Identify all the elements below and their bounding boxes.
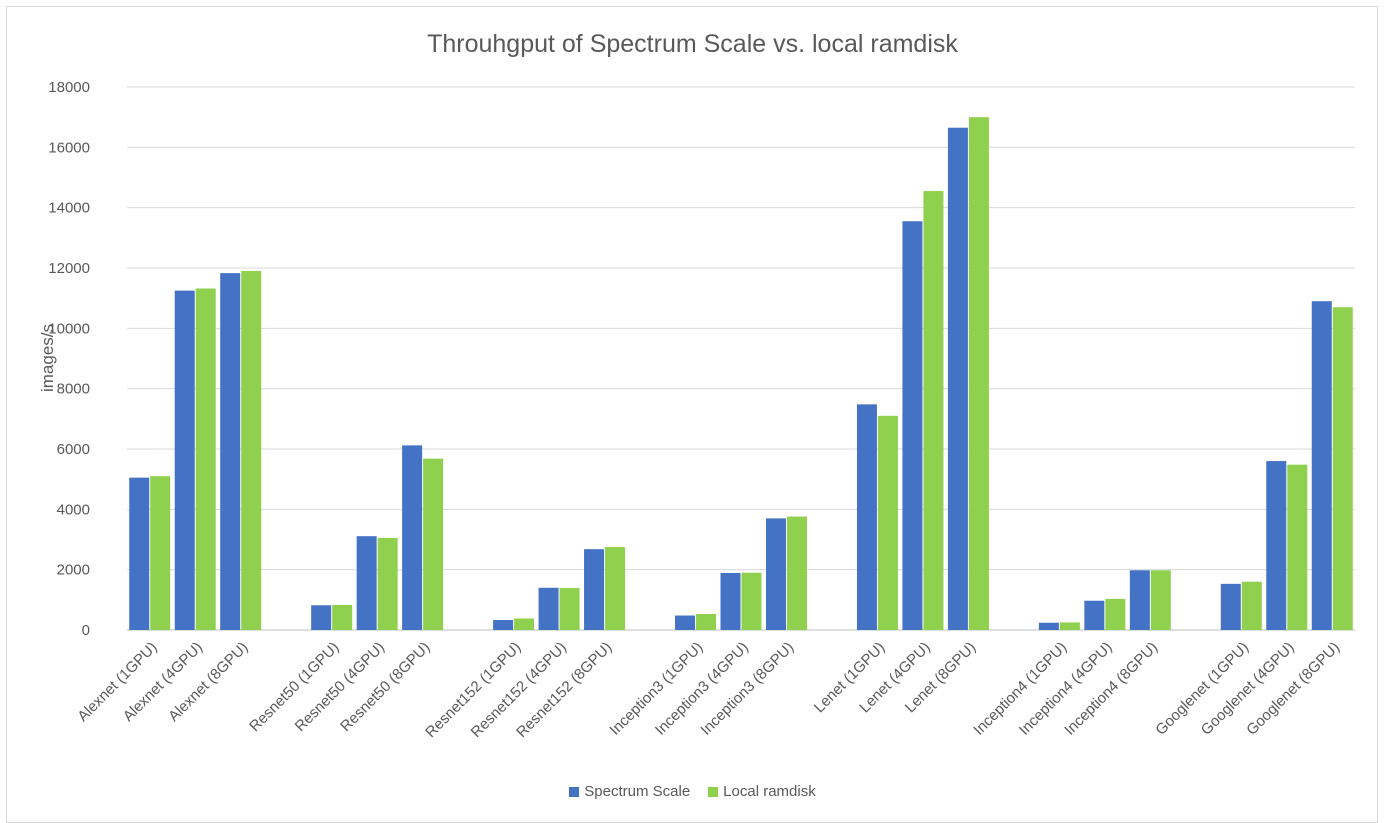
y-tick-label: 0 — [82, 622, 90, 639]
bar-spectrum-scale — [493, 620, 514, 630]
bar-spectrum-scale — [1084, 600, 1105, 630]
y-tick-label: 10000 — [48, 320, 90, 337]
bar-spectrum-scale — [220, 273, 241, 630]
bar-local-ramdisk — [877, 415, 898, 630]
y-tick-label: 6000 — [57, 441, 90, 458]
bar-local-ramdisk — [1059, 622, 1080, 630]
bar-spectrum-scale — [1311, 301, 1332, 630]
gridlines — [127, 86, 1355, 631]
bar-local-ramdisk — [559, 588, 580, 630]
legend-item-local-ramdisk: Local ramdisk — [708, 783, 816, 800]
x-tick-label: Alexnet (1GPU) — [74, 639, 160, 725]
y-tick-label: 2000 — [57, 562, 90, 579]
bar-local-ramdisk — [1150, 570, 1171, 630]
bar-spectrum-scale — [311, 605, 332, 630]
bar-local-ramdisk — [923, 191, 944, 630]
bar-spectrum-scale — [174, 290, 195, 630]
bar-spectrum-scale — [1266, 461, 1287, 630]
bar-local-ramdisk — [1105, 598, 1126, 630]
x-tick-label: Alexnet (4GPU) — [120, 639, 206, 725]
bar-spectrum-scale — [856, 404, 877, 630]
y-tick-label: 14000 — [48, 200, 90, 217]
bars — [129, 117, 1353, 630]
legend-item-spectrum-scale: Spectrum Scale — [569, 783, 690, 800]
y-tick-label: 18000 — [48, 79, 90, 96]
bar-local-ramdisk — [1287, 464, 1308, 630]
bar-local-ramdisk — [968, 117, 989, 630]
legend-swatch-spectrum-scale — [569, 786, 580, 797]
y-tick-label: 16000 — [48, 139, 90, 156]
y-tick-label: 12000 — [48, 260, 90, 277]
bar-spectrum-scale — [675, 615, 696, 630]
bar-spectrum-scale — [129, 477, 150, 630]
bar-spectrum-scale — [538, 587, 559, 630]
bar-spectrum-scale — [584, 549, 605, 630]
bar-spectrum-scale — [1129, 570, 1150, 630]
bar-spectrum-scale — [720, 572, 741, 630]
bar-spectrum-scale — [402, 445, 423, 630]
bar-local-ramdisk — [514, 618, 535, 630]
x-tick-label: Alexnet (8GPU) — [165, 639, 251, 725]
legend-label-local-ramdisk: Local ramdisk — [723, 783, 816, 800]
bar-local-ramdisk — [150, 476, 171, 630]
legend: Spectrum Scale Local ramdisk — [0, 783, 1385, 800]
bar-local-ramdisk — [241, 271, 262, 630]
y-tick-labels: 0 2000 4000 6000 8000 10000 12000 14000 16000 180… — [48, 79, 90, 639]
bar-spectrum-scale — [1038, 622, 1059, 630]
bar-spectrum-scale — [947, 127, 968, 630]
bar-local-ramdisk — [377, 537, 398, 630]
bar-local-ramdisk — [696, 614, 717, 630]
bar-local-ramdisk — [605, 547, 626, 630]
bar-spectrum-scale — [1220, 583, 1241, 630]
bar-spectrum-scale — [765, 518, 786, 630]
bar-local-ramdisk — [332, 604, 353, 630]
bar-spectrum-scale — [356, 536, 377, 630]
bar-local-ramdisk — [1241, 581, 1262, 630]
bar-local-ramdisk — [741, 572, 762, 630]
y-tick-label: 4000 — [57, 501, 90, 518]
bar-spectrum-scale — [902, 221, 923, 630]
legend-label-spectrum-scale: Spectrum Scale — [584, 783, 691, 800]
legend-swatch-local-ramdisk — [708, 786, 719, 797]
bar-local-ramdisk — [1332, 307, 1353, 630]
bar-local-ramdisk — [786, 516, 807, 630]
chart-title: Throuhgput of Spectrum Scale vs. local r… — [427, 30, 958, 58]
bar-local-ramdisk — [423, 458, 444, 630]
x-tick-labels: Alexnet (1GPU)Alexnet (4GPU)Alexnet (8GP… — [74, 639, 1343, 741]
bar-local-ramdisk — [195, 288, 216, 630]
y-tick-label: 8000 — [57, 381, 90, 398]
